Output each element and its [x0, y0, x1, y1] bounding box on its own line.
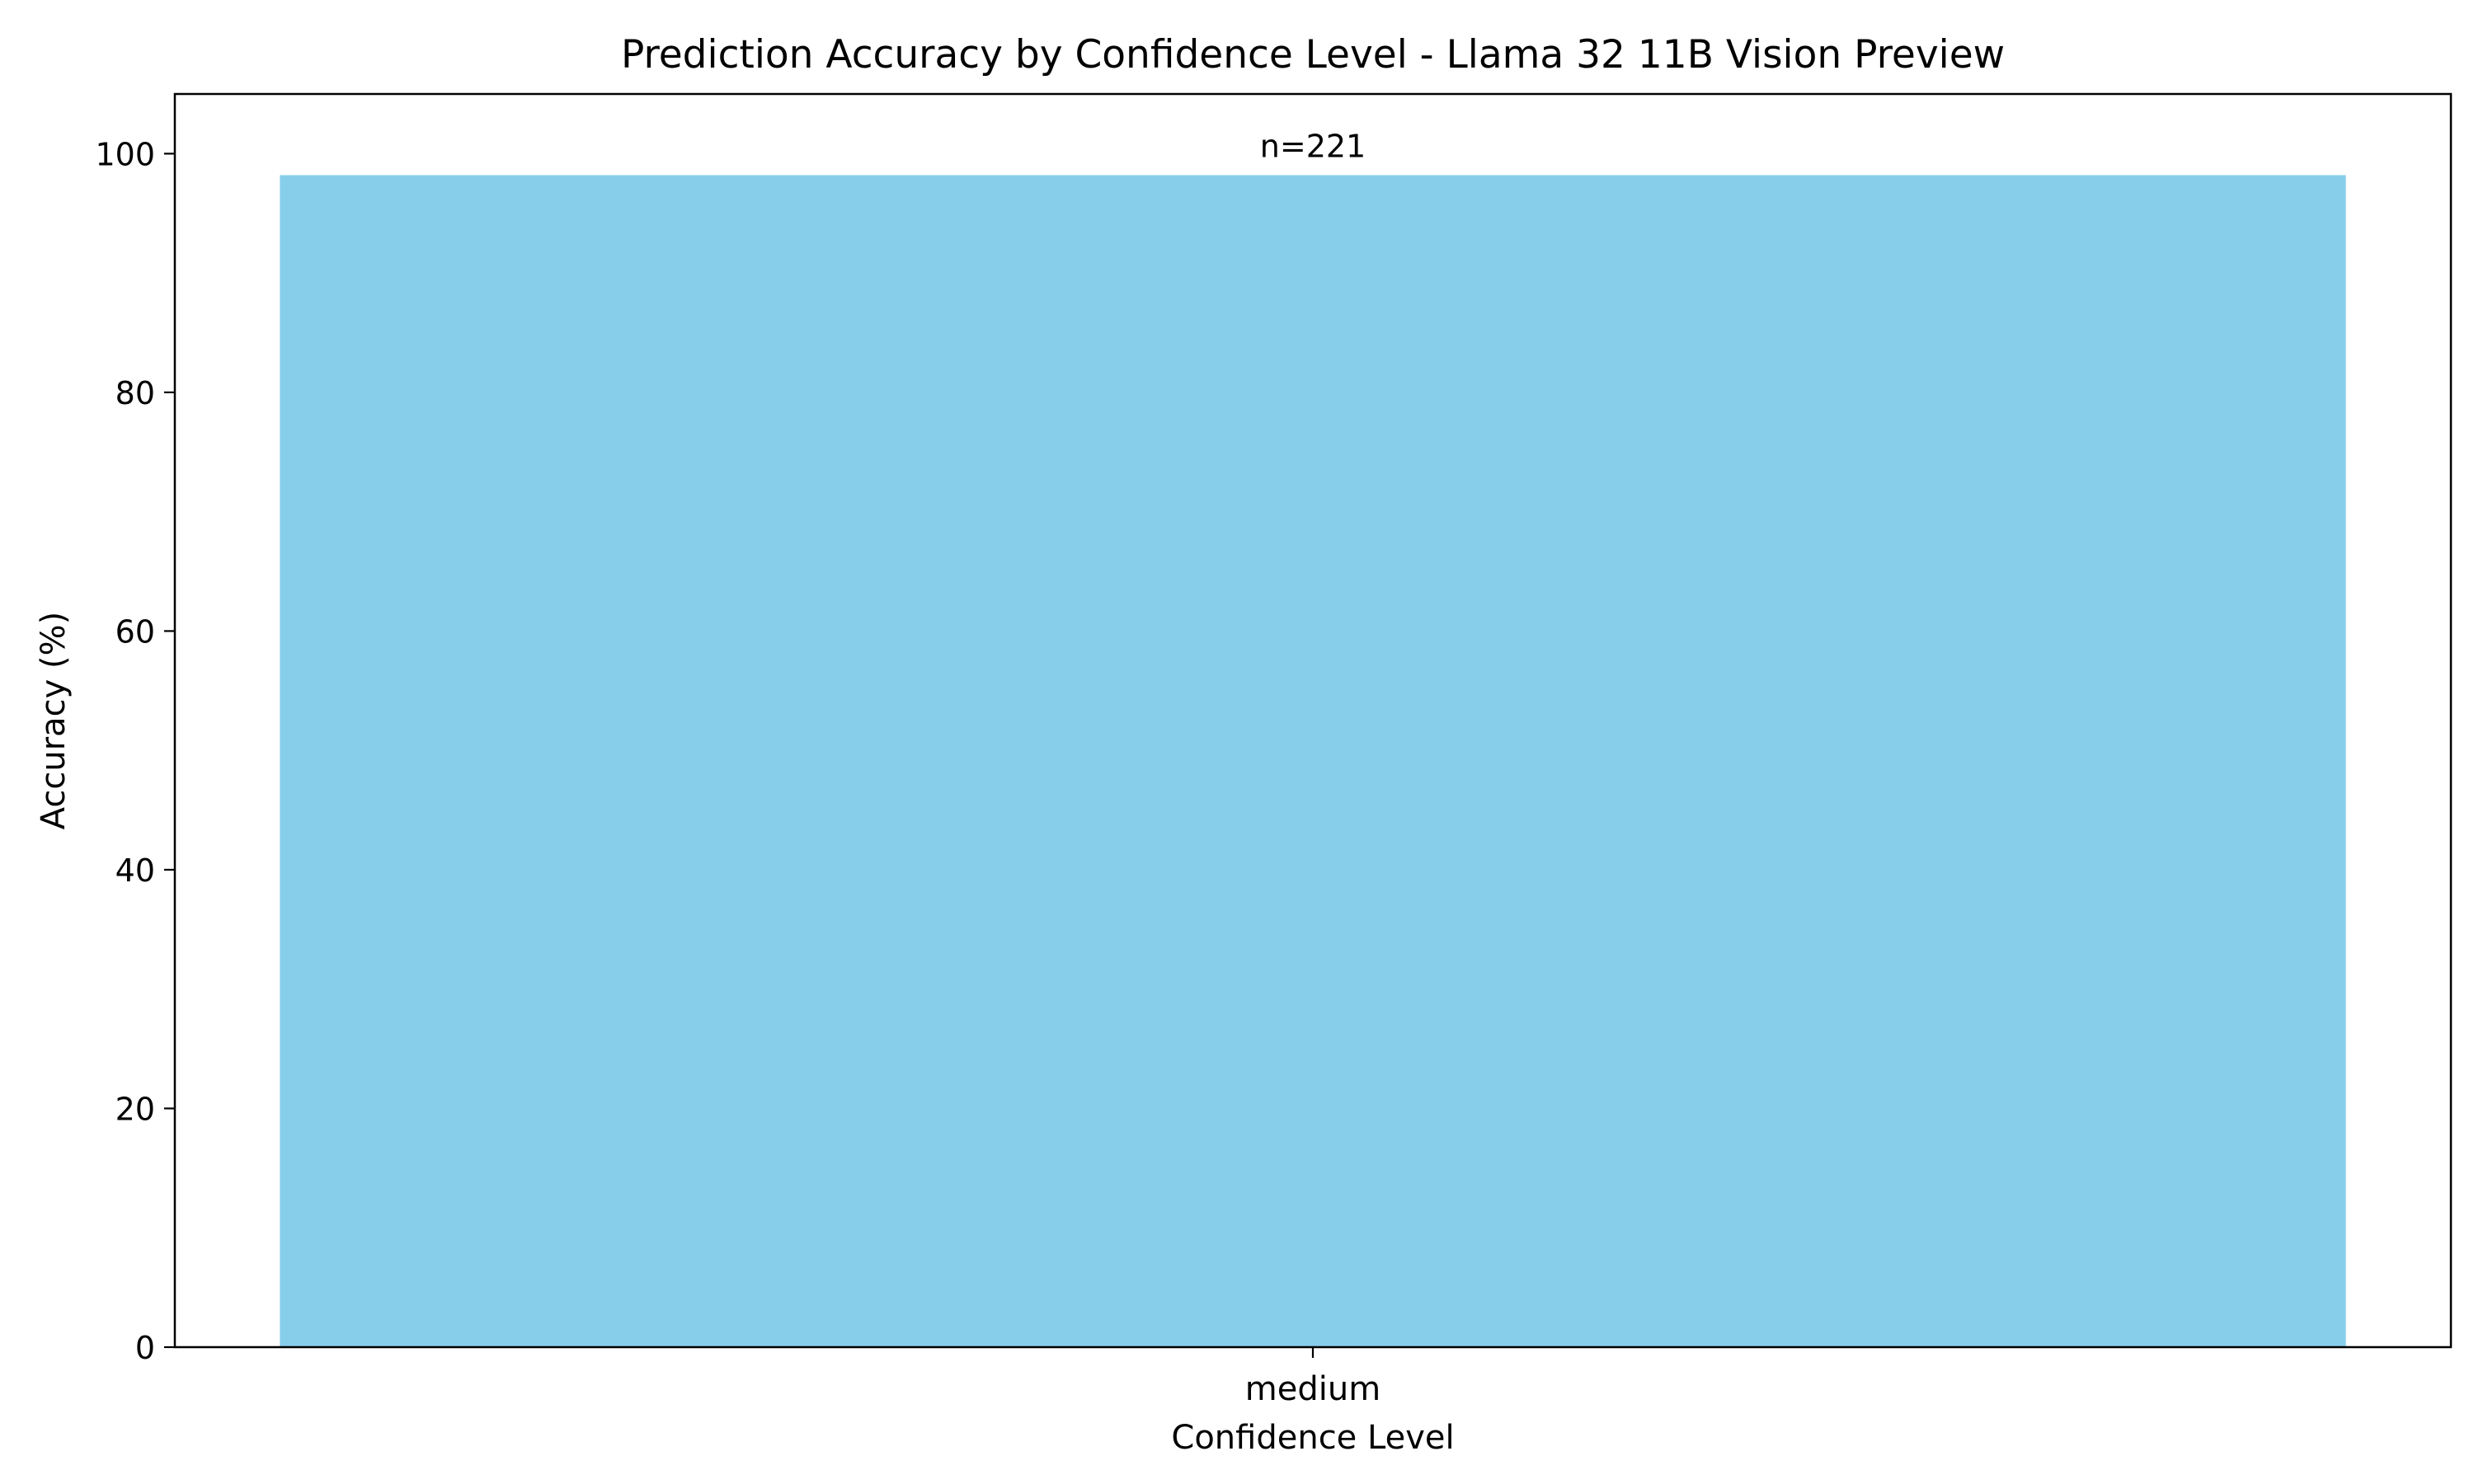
bar-count-label: n=221 [1260, 128, 1366, 164]
y-tick-label: 40 [115, 852, 155, 889]
y-tick-label: 60 [115, 613, 155, 650]
chart-title: Prediction Accuracy by Confidence Level … [621, 32, 2005, 77]
y-axis-label: Accuracy (%) [35, 612, 73, 830]
y-tick-label: 100 [95, 136, 155, 172]
y-axis: 0 20 40 60 80 100 [95, 136, 175, 1366]
y-tick-label: 0 [135, 1330, 155, 1366]
plot-area: n=221 [280, 128, 2346, 1347]
x-axis-label: Confidence Level [1171, 1419, 1454, 1457]
y-tick-label: 20 [115, 1091, 155, 1127]
x-tick-label: medium [1245, 1370, 1380, 1408]
bar-medium [280, 175, 2346, 1347]
x-axis: medium [1245, 1347, 1380, 1408]
y-tick-label: 80 [115, 375, 155, 411]
